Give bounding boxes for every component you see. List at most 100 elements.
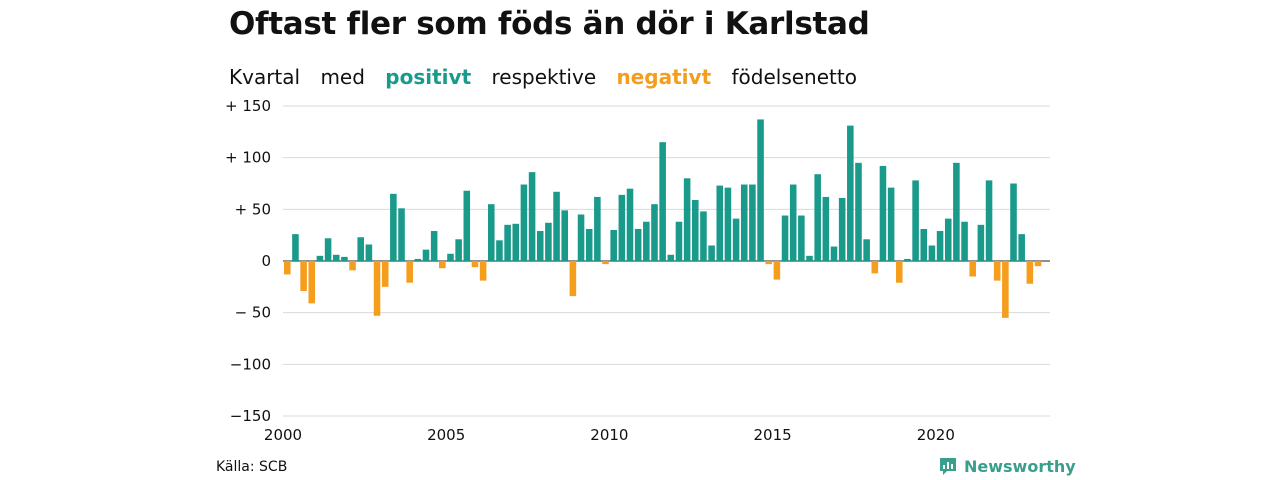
bar	[749, 184, 756, 261]
bar	[406, 261, 413, 283]
bar	[847, 125, 854, 261]
x-tick-label: 2005	[427, 426, 465, 444]
bar	[773, 261, 781, 280]
bar	[765, 261, 772, 265]
bar	[675, 221, 683, 261]
bar	[789, 184, 797, 261]
bar	[626, 188, 634, 261]
bar	[887, 187, 895, 261]
bar	[683, 178, 691, 261]
bar	[871, 261, 879, 274]
bar	[969, 261, 976, 277]
bar	[822, 196, 830, 261]
bar	[585, 228, 593, 261]
x-tick-label: 2020	[917, 426, 955, 444]
subtitle-word-fodelsenetto: födelsenetto	[731, 65, 857, 89]
bar	[708, 245, 715, 261]
brand-name: Newsworthy	[964, 456, 1076, 476]
bar	[953, 162, 960, 261]
bar	[1018, 234, 1025, 261]
bar	[634, 228, 642, 261]
bar	[740, 184, 748, 261]
bar	[414, 258, 422, 261]
bar	[365, 244, 373, 261]
y-tick-label: − 50	[235, 304, 271, 322]
bar	[536, 231, 544, 261]
bar	[398, 208, 405, 261]
bar	[488, 204, 495, 261]
bar	[341, 256, 348, 261]
bar	[944, 218, 952, 261]
bar	[463, 190, 471, 261]
bar	[390, 193, 397, 261]
subtitle-word-kvartal: Kvartal	[229, 65, 301, 89]
bar	[912, 180, 919, 261]
bar	[993, 261, 1001, 281]
bar	[904, 258, 911, 261]
bar	[1034, 261, 1042, 267]
bar	[349, 261, 356, 271]
bar	[977, 224, 985, 261]
bar	[332, 254, 340, 261]
bar	[292, 234, 299, 261]
bar	[496, 240, 503, 261]
bar	[928, 245, 936, 261]
bar	[520, 184, 528, 261]
chart-title: Oftast fler som föds än dör i Karlstad	[229, 6, 870, 42]
bar	[308, 261, 316, 304]
bar	[838, 197, 846, 261]
bar	[667, 254, 675, 261]
bar	[716, 185, 724, 261]
brand-logo: Newsworthy	[938, 456, 1076, 476]
subtitle-negative-label: negativt	[616, 65, 712, 89]
bar	[920, 228, 928, 261]
bar	[316, 255, 324, 261]
bar	[961, 221, 968, 261]
bar	[594, 196, 601, 261]
y-axis-tick-labels: + 150 + 100 + 50 0 − 50 −100 −150	[225, 97, 271, 425]
bar	[422, 249, 430, 261]
bar	[545, 222, 552, 261]
bar	[692, 200, 699, 261]
bar	[504, 224, 511, 261]
x-axis-tick-labels: 2000 2005 2010 2015 2020	[264, 426, 955, 444]
subtitle-word-med: med	[320, 65, 365, 89]
bar	[936, 231, 944, 261]
x-tick-label: 2010	[590, 426, 628, 444]
bar	[896, 261, 903, 283]
bar	[732, 218, 740, 261]
bar	[602, 261, 609, 265]
y-tick-label: −100	[230, 355, 271, 373]
bar	[479, 261, 487, 281]
bar	[798, 215, 805, 261]
bar	[985, 180, 993, 261]
bar	[610, 230, 617, 261]
bar	[806, 255, 813, 261]
bar	[724, 187, 732, 261]
bar	[1026, 261, 1034, 284]
bar	[284, 261, 291, 275]
bar	[553, 191, 560, 261]
bar	[577, 214, 585, 261]
bar	[863, 239, 870, 261]
bar	[381, 261, 389, 287]
source-note: Källa: SCB	[216, 459, 288, 475]
bar	[447, 253, 454, 261]
bar	[651, 204, 658, 261]
chart-subtitle: Kvartal med positivt respektive negativt…	[229, 65, 871, 89]
subtitle-word-respektive: respektive	[491, 65, 597, 89]
bar	[455, 239, 462, 261]
bar	[300, 261, 307, 291]
y-tick-label: + 150	[225, 97, 271, 115]
bar	[324, 238, 332, 261]
bar	[855, 162, 862, 261]
bar	[569, 261, 577, 297]
bar	[659, 142, 666, 261]
bar	[430, 231, 438, 261]
bar	[357, 237, 364, 261]
bar	[512, 223, 520, 261]
bars	[284, 119, 1042, 318]
bar	[814, 174, 821, 261]
y-tick-label: 0	[261, 252, 271, 270]
